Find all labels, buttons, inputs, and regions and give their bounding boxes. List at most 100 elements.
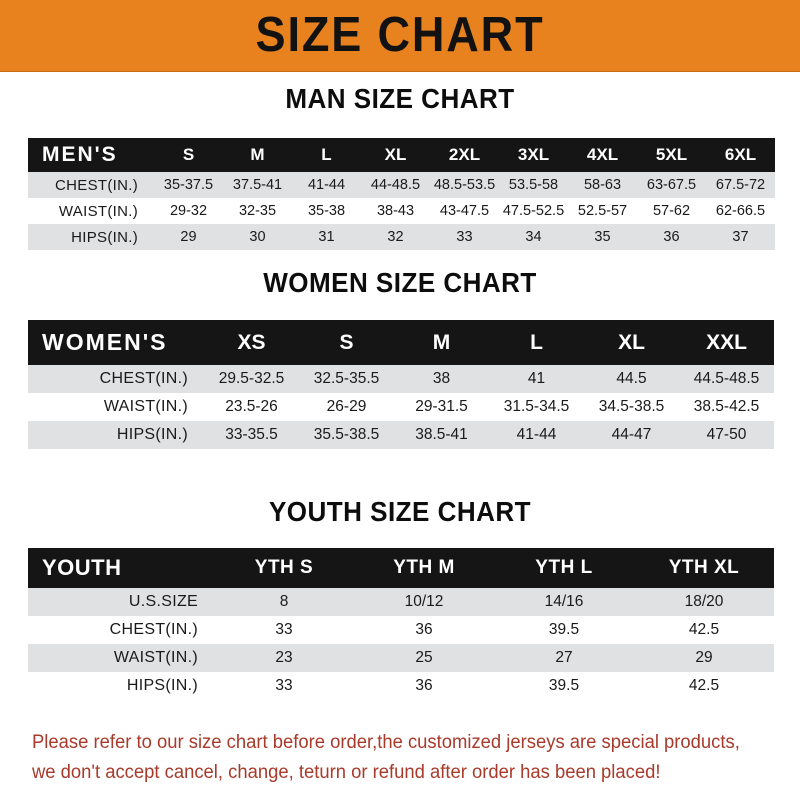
men-cell: 57-62 — [637, 198, 706, 224]
women-table-head: WOMEN'S XS S M L XL XXL — [28, 320, 774, 365]
men-header-row: MEN'S S M L XL 2XL 3XL 4XL 5XL 6XL — [28, 138, 775, 172]
men-cell: 31 — [292, 224, 361, 250]
table-row: WAIST(IN.) 29-32 32-35 35-38 38-43 43-47… — [28, 198, 775, 224]
women-cell: 41-44 — [489, 421, 584, 449]
youth-cell: 10/12 — [354, 588, 494, 616]
youth-cell: 39.5 — [494, 672, 634, 700]
order-notice-line-2: we don't accept cancel, change, teturn o… — [32, 762, 661, 783]
men-col-header: 6XL — [724, 145, 757, 164]
youth-size-table: YOUTH YTH S YTH M YTH L YTH XL U.S.SIZE … — [28, 548, 774, 700]
women-cell: 44.5 — [584, 365, 679, 393]
women-corner-label: WOMEN'S — [42, 329, 168, 355]
men-corner-label: MEN'S — [42, 143, 118, 166]
youth-row-label: WAIST(IN.) — [28, 644, 214, 672]
youth-cell: 36 — [354, 616, 494, 644]
women-col-header: XXL — [706, 330, 747, 354]
page-banner: SIZE CHART — [0, 0, 800, 72]
men-cell: 29 — [154, 224, 223, 250]
youth-section-title: YOUTH SIZE CHART — [268, 496, 532, 527]
men-cell: 62-66.5 — [706, 198, 775, 224]
women-row-label: WAIST(IN.) — [28, 393, 204, 421]
table-row: HIPS(IN.) 33 36 39.5 42.5 — [28, 672, 774, 700]
men-cell: 47.5-52.5 — [499, 198, 568, 224]
youth-cell: 33 — [214, 616, 354, 644]
men-cell: 36 — [637, 224, 706, 250]
table-row: HIPS(IN.) 29 30 31 32 33 34 35 36 37 — [28, 224, 775, 250]
youth-size-table-block: YOUTH YTH S YTH M YTH L YTH XL U.S.SIZE … — [28, 548, 774, 700]
men-cell: 67.5-72 — [706, 172, 775, 198]
women-cell: 34.5-38.5 — [584, 393, 679, 421]
women-row-label: CHEST(IN.) — [28, 365, 204, 393]
order-notice-line-1: Please refer to our size chart before or… — [32, 732, 740, 753]
women-cell: 44-47 — [584, 421, 679, 449]
women-col-header: XS — [237, 330, 266, 354]
women-col-header: M — [432, 330, 451, 354]
youth-cell: 29 — [634, 644, 774, 672]
women-col-header: XL — [618, 330, 645, 354]
men-col-header: XL — [384, 145, 407, 164]
men-cell: 44-48.5 — [361, 172, 430, 198]
women-header-row: WOMEN'S XS S M L XL XXL — [28, 320, 774, 365]
men-size-table-block: MEN'S S M L XL 2XL 3XL 4XL 5XL 6XL CHEST… — [28, 138, 775, 250]
table-row: WAIST(IN.) 23.5-26 26-29 29-31.5 31.5-34… — [28, 393, 774, 421]
table-row: U.S.SIZE 8 10/12 14/16 18/20 — [28, 588, 774, 616]
youth-col-header: YTH L — [535, 557, 593, 578]
youth-header-row: YOUTH YTH S YTH M YTH L YTH XL — [28, 548, 774, 588]
men-cell: 37.5-41 — [223, 172, 292, 198]
men-cell: 52.5-57 — [568, 198, 637, 224]
men-row-label: WAIST(IN.) — [28, 198, 154, 224]
women-cell: 26-29 — [299, 393, 394, 421]
men-cell: 32 — [361, 224, 430, 250]
men-row-label: HIPS(IN.) — [28, 224, 154, 250]
women-cell: 23.5-26 — [204, 393, 299, 421]
men-col-header: M — [250, 145, 265, 164]
men-col-header: 3XL — [517, 145, 550, 164]
youth-cell: 36 — [354, 672, 494, 700]
men-col-header: 5XL — [655, 145, 688, 164]
youth-cell: 18/20 — [634, 588, 774, 616]
women-size-table: WOMEN'S XS S M L XL XXL CHEST(IN.) 29.5-… — [28, 320, 774, 449]
youth-cell: 25 — [354, 644, 494, 672]
women-cell: 31.5-34.5 — [489, 393, 584, 421]
youth-cell: 33 — [214, 672, 354, 700]
women-col-header: S — [339, 330, 354, 354]
men-cell: 30 — [223, 224, 292, 250]
table-row: CHEST(IN.) 35-37.5 37.5-41 41-44 44-48.5… — [28, 172, 775, 198]
women-cell: 33-35.5 — [204, 421, 299, 449]
men-cell: 33 — [430, 224, 499, 250]
youth-col-header: YTH M — [393, 557, 455, 578]
youth-row-label: U.S.SIZE — [28, 588, 214, 616]
youth-row-label: CHEST(IN.) — [28, 616, 214, 644]
youth-cell: 27 — [494, 644, 634, 672]
youth-cell: 42.5 — [634, 616, 774, 644]
order-notice: Please refer to our size chart before or… — [32, 728, 754, 788]
table-row: HIPS(IN.) 33-35.5 35.5-38.5 38.5-41 41-4… — [28, 421, 774, 449]
men-table-head: MEN'S S M L XL 2XL 3XL 4XL 5XL 6XL — [28, 138, 775, 172]
youth-cell: 42.5 — [634, 672, 774, 700]
women-cell: 35.5-38.5 — [299, 421, 394, 449]
men-cell: 37 — [706, 224, 775, 250]
women-cell: 29.5-32.5 — [204, 365, 299, 393]
youth-table-head: YOUTH YTH S YTH M YTH L YTH XL — [28, 548, 774, 588]
youth-cell: 8 — [214, 588, 354, 616]
men-section-title: MAN SIZE CHART — [285, 83, 515, 114]
youth-row-label: HIPS(IN.) — [28, 672, 214, 700]
women-col-header: L — [530, 330, 543, 354]
youth-corner-label: YOUTH — [42, 555, 122, 580]
women-row-label: HIPS(IN.) — [28, 421, 204, 449]
youth-cell: 14/16 — [494, 588, 634, 616]
women-section-title: WOMEN SIZE CHART — [263, 267, 537, 298]
table-row: CHEST(IN.) 29.5-32.5 32.5-35.5 38 41 44.… — [28, 365, 774, 393]
table-row: WAIST(IN.) 23 25 27 29 — [28, 644, 774, 672]
women-table-body: CHEST(IN.) 29.5-32.5 32.5-35.5 38 41 44.… — [28, 365, 774, 449]
men-cell: 63-67.5 — [637, 172, 706, 198]
men-cell: 48.5-53.5 — [430, 172, 499, 198]
youth-cell: 23 — [214, 644, 354, 672]
women-size-table-block: WOMEN'S XS S M L XL XXL CHEST(IN.) 29.5-… — [28, 320, 774, 449]
men-cell: 38-43 — [361, 198, 430, 224]
men-cell: 35-37.5 — [154, 172, 223, 198]
youth-col-header: YTH S — [254, 557, 314, 578]
women-cell: 38 — [394, 365, 489, 393]
page-title: SIZE CHART — [255, 8, 545, 62]
